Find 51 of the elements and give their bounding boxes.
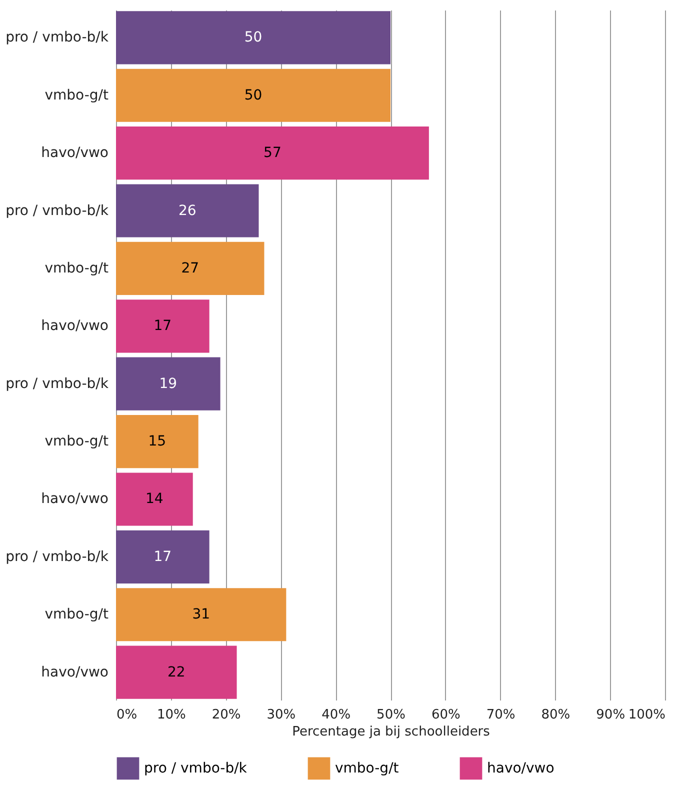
x-tick-label: 70% bbox=[486, 708, 516, 722]
bar bbox=[116, 126, 429, 180]
data-label: 31 bbox=[192, 606, 210, 623]
legend-label: pro / vmbo-b/k bbox=[144, 760, 248, 776]
data-label: 22 bbox=[167, 664, 186, 680]
bar bbox=[116, 357, 220, 410]
bar bbox=[116, 588, 286, 642]
data-label: 19 bbox=[159, 376, 178, 392]
y-tick-label: vmbo-g/t bbox=[44, 260, 110, 276]
bar bbox=[116, 300, 210, 353]
x-tick-label: 50% bbox=[376, 708, 406, 722]
x-tick-label: 10% bbox=[156, 708, 186, 722]
data-label: 17 bbox=[154, 318, 172, 334]
data-label: 50 bbox=[244, 30, 262, 46]
y-tick-label: havo/vwo bbox=[41, 145, 108, 162]
data-label: 15 bbox=[148, 434, 166, 450]
data-label: 57 bbox=[264, 145, 282, 162]
x-tick-label: 0% bbox=[116, 708, 138, 722]
x-tick-label: 60% bbox=[431, 708, 460, 722]
x-axis-title: Percentage ja bij schoolleiders bbox=[292, 724, 490, 740]
x-tick-label: 20% bbox=[212, 708, 241, 722]
bar bbox=[116, 242, 264, 295]
y-tick-label: pro / vmbo-b/k bbox=[6, 548, 110, 565]
y-tick-label: havo/vwo bbox=[41, 491, 108, 508]
x-tick-label: 90% bbox=[596, 708, 626, 722]
y-tick-label: pro / vmbo-b/k bbox=[6, 376, 110, 392]
data-label: 50 bbox=[244, 87, 262, 104]
x-tick-label: 40% bbox=[322, 708, 351, 722]
y-tick-label: pro / vmbo-b/k bbox=[6, 30, 110, 46]
data-label: 26 bbox=[178, 202, 196, 219]
legend-label: vmbo-g/t bbox=[335, 760, 400, 776]
bar bbox=[116, 11, 390, 64]
data-label: 27 bbox=[181, 260, 200, 276]
x-tick-label: 100% bbox=[628, 708, 666, 722]
x-tick-label: 30% bbox=[266, 708, 296, 722]
data-label: 17 bbox=[154, 548, 172, 565]
legend-label: havo/vwo bbox=[487, 760, 554, 776]
y-tick-label: vmbo-g/t bbox=[44, 606, 110, 623]
bar bbox=[116, 646, 237, 699]
bar bbox=[116, 68, 390, 122]
y-tick-label: vmbo-g/t bbox=[44, 87, 110, 104]
bar bbox=[116, 472, 193, 526]
bar bbox=[116, 184, 259, 238]
bar bbox=[116, 530, 210, 584]
y-tick-label: havo/vwo bbox=[41, 318, 108, 334]
y-tick-label: vmbo-g/t bbox=[44, 434, 110, 450]
bar bbox=[116, 415, 198, 468]
data-label: 14 bbox=[146, 491, 164, 508]
x-tick-label: 80% bbox=[541, 708, 570, 722]
y-tick-label: pro / vmbo-b/k bbox=[6, 202, 110, 219]
y-tick-label: havo/vwo bbox=[41, 664, 108, 680]
